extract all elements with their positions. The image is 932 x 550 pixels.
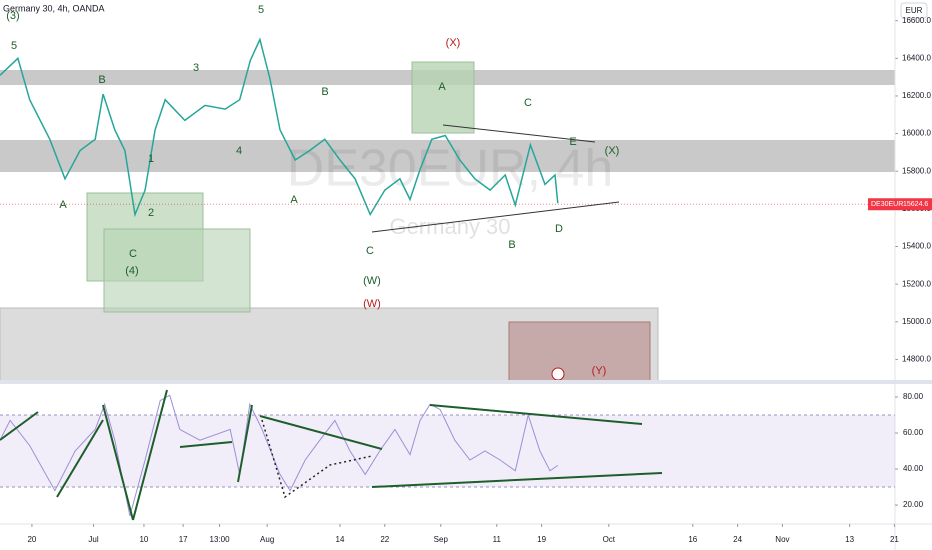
- y-tick-label: 15400.0: [902, 242, 931, 251]
- wave-label: E: [569, 136, 576, 148]
- y-tick-label: 15800.0: [902, 166, 931, 175]
- header: Germany 30, 4h, OANDA: [3, 3, 105, 13]
- x-tick-label: Aug: [260, 535, 274, 544]
- y-tick-label: 16400.0: [902, 53, 931, 62]
- y-tick-label: 14800.0: [902, 355, 931, 364]
- price-line: [0, 37, 559, 218]
- y-tick-label: 16600.0: [902, 16, 931, 25]
- wave-label: (W): [363, 298, 381, 310]
- currency: EUR: [906, 6, 923, 15]
- rsi-path: [261, 419, 373, 499]
- price-tag-label: 15624.6: [903, 201, 928, 208]
- x-tick-label: 16: [688, 535, 697, 544]
- x-tick-label: Jul: [88, 535, 98, 544]
- icon: [551, 367, 565, 381]
- target-box: [103, 228, 251, 313]
- wave-label: (Y): [592, 365, 607, 377]
- rsi-tick-label: 60.00: [903, 428, 924, 437]
- wave-label: 2: [148, 207, 154, 219]
- rsi-tick-label: 80.00: [903, 392, 924, 401]
- wave-label: A: [438, 81, 446, 93]
- x-tick-label: 17: [179, 535, 188, 544]
- y-tick-label: 16000.0: [902, 129, 931, 138]
- rsi-tick-label: 20.00: [903, 500, 924, 509]
- x-tick-label: Nov: [775, 535, 789, 544]
- wave-label: A: [290, 194, 298, 206]
- x-tick-label: 19: [537, 535, 546, 544]
- x-tick-label: 13: [845, 535, 854, 544]
- currency-box: [900, 2, 928, 19]
- wave-label: (W): [363, 275, 381, 287]
- x-tick-label: 11: [493, 535, 502, 544]
- wave-label: B: [321, 86, 328, 98]
- wave-label: (4): [125, 265, 138, 277]
- wave-label: C: [129, 248, 137, 260]
- x-tick-label: 21: [890, 535, 899, 544]
- x-tick-label: Oct: [603, 535, 616, 544]
- y-tick-label: 16200.0: [902, 91, 931, 100]
- wave-label: 3: [193, 62, 199, 74]
- wave-label: B: [98, 74, 105, 86]
- rsi-tick-label: 40.00: [903, 464, 924, 473]
- watermark: DE30EUR, 4h: [287, 140, 614, 198]
- wave-label: (X): [605, 145, 620, 157]
- rsi-line: [0, 394, 559, 517]
- x-tick-label: 20: [27, 535, 36, 544]
- price-tag-box: [868, 198, 932, 211]
- wave-label: C: [366, 245, 374, 257]
- wave-label: (X): [446, 37, 461, 49]
- wave-label: D: [555, 223, 563, 235]
- x-tick-label: Sep: [434, 535, 449, 544]
- rsi-trendlines: [0, 389, 663, 521]
- wave-label: 1: [148, 153, 154, 165]
- price-tag-symbol: DE30EUR: [871, 201, 903, 208]
- target-box: [508, 321, 651, 383]
- wave-label: B: [508, 239, 515, 251]
- wave-label: C: [524, 97, 532, 109]
- x-tick-label: 24: [733, 535, 742, 544]
- wave-label: (3): [6, 10, 19, 22]
- x-tick-label: 14: [336, 535, 345, 544]
- x-tick-label: 10: [139, 535, 148, 544]
- wave-label: 5: [11, 40, 17, 52]
- target-box: [411, 61, 475, 134]
- trendline: [371, 201, 620, 233]
- x-tick-label: 13:00: [210, 535, 231, 544]
- y-tick-label: 15000.0: [902, 317, 931, 326]
- wave-label: 5: [258, 4, 264, 16]
- y-tick-label: 15200.0: [902, 279, 931, 288]
- wave-label: 4: [236, 145, 242, 157]
- wave-label: A: [59, 199, 67, 211]
- trendline: [442, 124, 596, 143]
- x-tick-label: 22: [380, 535, 389, 544]
- rsi-band: [0, 415, 895, 488]
